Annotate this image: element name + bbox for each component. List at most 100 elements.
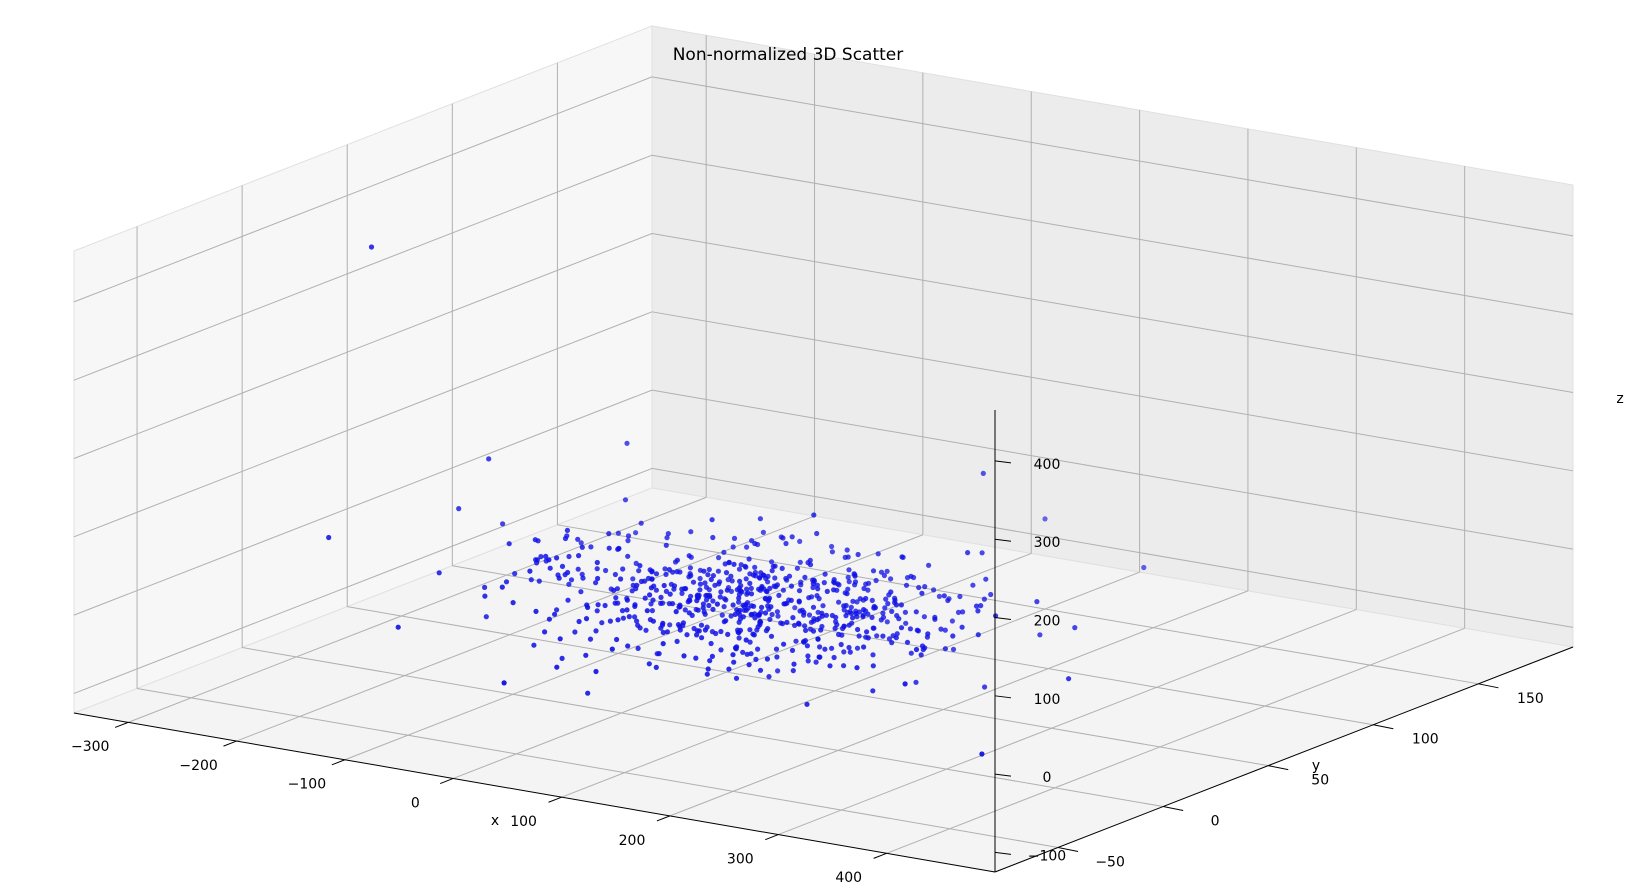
- data-point: [645, 575, 652, 581]
- data-point: [688, 593, 694, 599]
- data-point: [653, 664, 659, 671]
- data-point: [734, 644, 740, 650]
- data-point: [653, 587, 660, 593]
- data-point: [718, 628, 724, 635]
- data-points: [326, 244, 1147, 757]
- data-point: [533, 608, 539, 615]
- data-point: [603, 567, 609, 574]
- data-point: [882, 605, 888, 611]
- data-point: [568, 577, 575, 583]
- data-point: [737, 607, 743, 613]
- data-point: [703, 597, 710, 603]
- data-point: [904, 575, 911, 581]
- z-tick: [994, 695, 1012, 699]
- data-point: [880, 610, 886, 616]
- grid-line-y-floor: [452, 565, 1374, 726]
- data-point: [805, 560, 811, 566]
- data-point: [804, 701, 810, 707]
- data-point: [919, 590, 925, 596]
- data-point: [737, 578, 743, 584]
- data-point: [757, 516, 764, 522]
- data-point: [855, 551, 861, 558]
- data-point: [870, 688, 876, 694]
- data-point: [710, 598, 716, 604]
- data-point: [793, 638, 799, 644]
- plot-panes: [72, 25, 1575, 873]
- y-tick-label: 150: [1517, 691, 1544, 707]
- data-point: [679, 586, 685, 592]
- data-point: [822, 571, 828, 577]
- grid-line-z-back: [651, 389, 1574, 550]
- data-point: [693, 655, 699, 661]
- data-point: [644, 608, 650, 614]
- data-point: [635, 645, 641, 652]
- data-point: [775, 613, 781, 619]
- data-point: [740, 614, 747, 620]
- data-point: [841, 663, 847, 669]
- data-point: [704, 671, 710, 677]
- grid-line-x-floor: [669, 590, 1249, 817]
- data-point: [543, 553, 549, 560]
- data-point: [510, 600, 516, 606]
- data-point: [780, 587, 787, 593]
- data-point: [625, 553, 631, 559]
- data-point: [637, 563, 643, 569]
- data-point: [675, 622, 682, 628]
- z-tick: [994, 460, 1012, 464]
- data-point: [691, 625, 697, 632]
- grid-lines: [73, 35, 1574, 854]
- data-point: [854, 599, 860, 605]
- data-point: [806, 612, 813, 618]
- data-point: [499, 584, 505, 590]
- data-point: [614, 636, 620, 643]
- data-point: [758, 619, 764, 625]
- data-point: [759, 583, 765, 590]
- data-point: [844, 591, 850, 597]
- data-point: [594, 566, 600, 572]
- data-point: [697, 575, 703, 582]
- data-point: [805, 653, 811, 659]
- data-point: [988, 591, 994, 598]
- data-point: [688, 573, 694, 579]
- data-point: [559, 655, 565, 662]
- data-point: [744, 544, 750, 550]
- data-point: [707, 658, 713, 664]
- data-point: [783, 540, 789, 547]
- data-point: [818, 627, 824, 633]
- data-point: [816, 615, 822, 622]
- data-point: [716, 555, 722, 561]
- grid-line-x-floor: [778, 609, 1357, 836]
- data-point: [700, 605, 706, 611]
- data-point: [815, 586, 821, 592]
- z-tick: [994, 617, 1012, 621]
- x-axis-label: x: [491, 813, 499, 829]
- data-point: [662, 566, 668, 572]
- data-point: [803, 627, 809, 634]
- data-point: [708, 576, 714, 583]
- data-point: [538, 554, 544, 560]
- data-point: [875, 551, 881, 557]
- data-point: [748, 585, 754, 592]
- data-point: [805, 658, 811, 664]
- z-tick: [994, 538, 1012, 542]
- data-point: [699, 635, 705, 641]
- data-point: [717, 579, 723, 585]
- data-point: [660, 641, 666, 647]
- data-point: [784, 600, 790, 606]
- data-point: [842, 554, 848, 561]
- data-point: [856, 633, 862, 639]
- data-point: [638, 578, 645, 585]
- data-point: [552, 611, 558, 617]
- data-point: [900, 554, 906, 561]
- data-point: [827, 663, 833, 669]
- data-point: [950, 646, 957, 653]
- data-point: [536, 578, 542, 584]
- y-tick: [1478, 683, 1499, 689]
- data-point: [326, 534, 332, 541]
- data-point: [722, 561, 728, 567]
- data-point: [744, 586, 750, 592]
- data-point: [864, 629, 870, 635]
- y-tick-label: 0: [1211, 814, 1220, 830]
- x-tick-label: −100: [288, 777, 326, 793]
- data-point: [814, 530, 820, 537]
